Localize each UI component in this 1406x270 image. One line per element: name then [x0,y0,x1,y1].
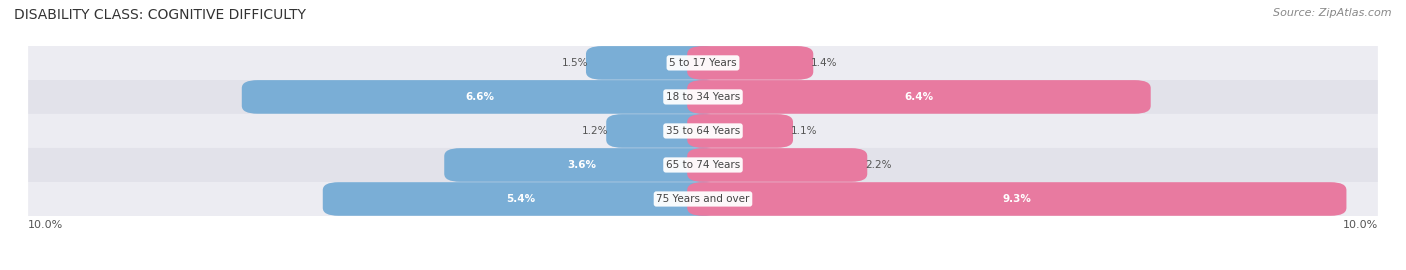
FancyBboxPatch shape [688,182,1347,216]
Text: 2.2%: 2.2% [865,160,891,170]
FancyBboxPatch shape [28,80,1378,114]
FancyBboxPatch shape [28,46,1378,80]
Text: 1.2%: 1.2% [582,126,609,136]
Text: 5 to 17 Years: 5 to 17 Years [669,58,737,68]
FancyBboxPatch shape [444,148,718,182]
FancyBboxPatch shape [28,182,1378,216]
Text: DISABILITY CLASS: COGNITIVE DIFFICULTY: DISABILITY CLASS: COGNITIVE DIFFICULTY [14,8,307,22]
FancyBboxPatch shape [28,148,1378,182]
Text: 10.0%: 10.0% [28,220,63,230]
Text: 1.1%: 1.1% [790,126,817,136]
Text: 6.6%: 6.6% [465,92,495,102]
Text: 10.0%: 10.0% [1343,220,1378,230]
FancyBboxPatch shape [586,46,718,80]
FancyBboxPatch shape [242,80,718,114]
FancyBboxPatch shape [323,182,718,216]
Text: 35 to 64 Years: 35 to 64 Years [666,126,740,136]
Text: 18 to 34 Years: 18 to 34 Years [666,92,740,102]
Text: 75 Years and over: 75 Years and over [657,194,749,204]
Text: 9.3%: 9.3% [1002,194,1031,204]
FancyBboxPatch shape [28,114,1378,148]
FancyBboxPatch shape [688,148,868,182]
Text: Source: ZipAtlas.com: Source: ZipAtlas.com [1274,8,1392,18]
Text: 6.4%: 6.4% [904,92,934,102]
FancyBboxPatch shape [688,114,793,148]
FancyBboxPatch shape [606,114,718,148]
Text: 1.5%: 1.5% [562,58,588,68]
Text: 3.6%: 3.6% [567,160,596,170]
FancyBboxPatch shape [688,80,1150,114]
FancyBboxPatch shape [688,46,813,80]
Text: 1.4%: 1.4% [811,58,838,68]
Text: 5.4%: 5.4% [506,194,536,204]
Text: 65 to 74 Years: 65 to 74 Years [666,160,740,170]
